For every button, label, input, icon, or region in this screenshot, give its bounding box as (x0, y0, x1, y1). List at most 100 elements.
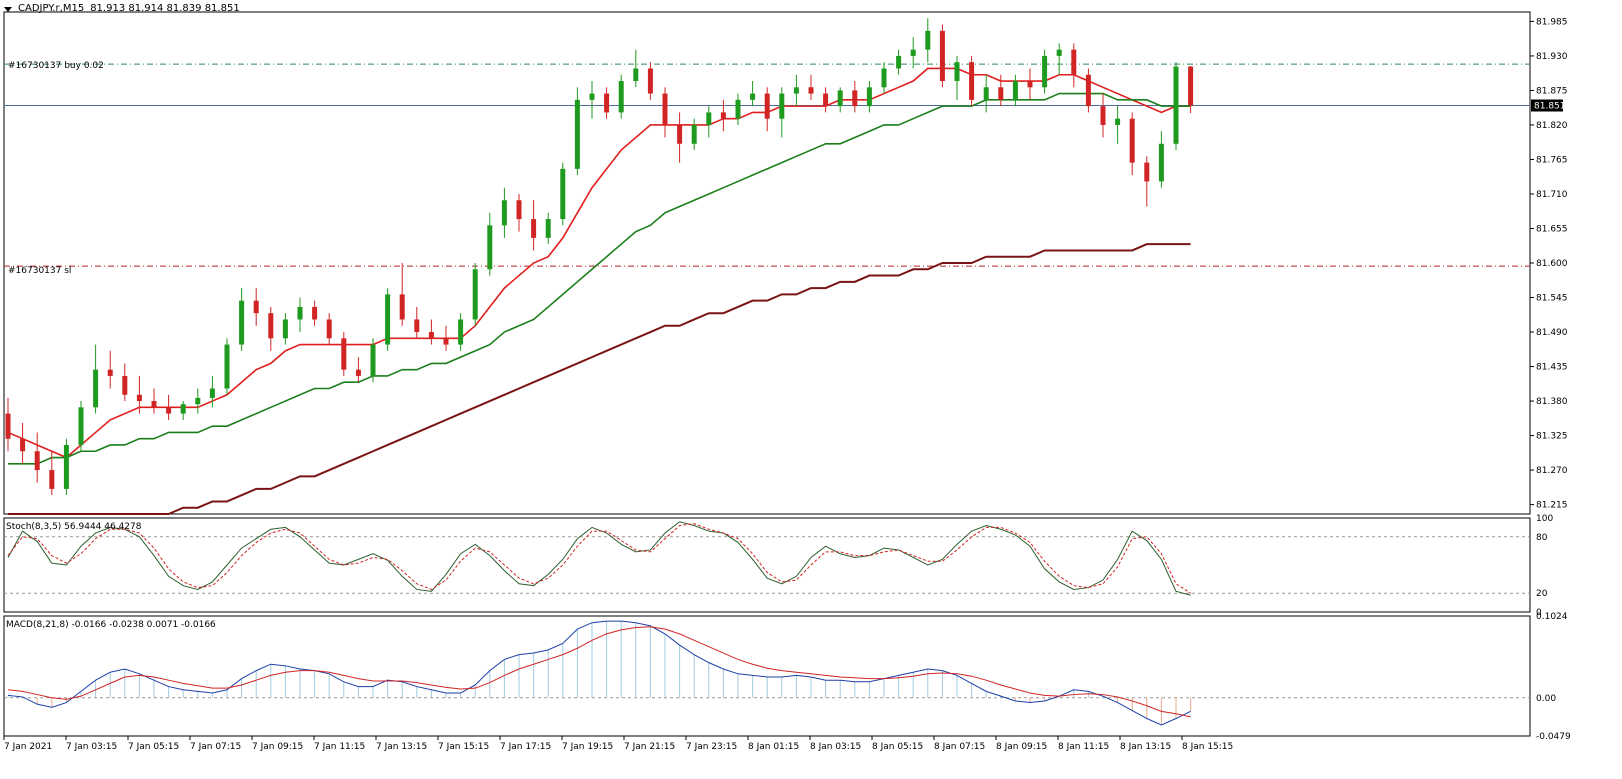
price-tick-label: 81.380 (1536, 397, 1568, 407)
candle (5, 397, 11, 452)
candle-body (443, 338, 449, 345)
candle (428, 319, 434, 345)
candle (282, 313, 288, 345)
ma-fast-line (7, 67, 1191, 459)
candle (969, 55, 975, 107)
candle (1056, 43, 1062, 75)
price-tick-label: 81.325 (1536, 432, 1568, 442)
candle-body (954, 62, 960, 82)
candle (355, 357, 361, 383)
symbol-label: CADJPY.r,M15 (18, 3, 85, 14)
candle-body (136, 394, 142, 402)
candle (107, 350, 113, 389)
candle (808, 74, 814, 100)
candle-body (560, 168, 566, 220)
candle-body (823, 93, 829, 107)
candle-body (604, 93, 610, 113)
candle (881, 62, 887, 94)
candle (399, 263, 405, 326)
candle (1085, 68, 1091, 113)
candle (896, 49, 902, 75)
candle (180, 401, 186, 420)
candle-body (574, 99, 580, 169)
candle (589, 81, 595, 119)
candle (122, 363, 128, 402)
candle-body (1144, 162, 1150, 182)
candle-body (78, 407, 84, 445)
candle-body (1042, 55, 1048, 88)
time-label: 8 Jan 03:15 (810, 742, 861, 752)
candle-body (1056, 49, 1062, 56)
price-tick-label: 81.545 (1536, 294, 1568, 304)
time-label: 7 Jan 15:15 (438, 742, 489, 752)
candle (1100, 93, 1106, 138)
time-label: 7 Jan 07:15 (190, 742, 241, 752)
candle (706, 106, 712, 138)
candle-body (720, 112, 726, 119)
candle-body (545, 219, 551, 238)
price-tick-label: 81.490 (1536, 328, 1568, 338)
candle (414, 306, 420, 339)
candle-body (341, 338, 347, 370)
candle-body (49, 470, 55, 489)
candle (1042, 49, 1048, 94)
candle (166, 394, 172, 420)
ma-slow-line (8, 243, 1191, 515)
candle (735, 93, 741, 125)
macd-tick-label: 0.00 (1536, 694, 1556, 704)
time-label: 8 Jan 07:15 (934, 742, 985, 752)
candle-body (1027, 81, 1033, 88)
time-label: 7 Jan 17:15 (500, 742, 551, 752)
candle (560, 162, 566, 226)
candle-body (866, 87, 872, 107)
candle (1173, 62, 1179, 151)
candle-body (1115, 118, 1121, 125)
price-tick-label: 81.930 (1536, 52, 1568, 62)
price-tick-label: 81.765 (1536, 155, 1568, 165)
time-label: 7 Jan 05:15 (128, 742, 179, 752)
candle (691, 118, 697, 151)
candle (224, 338, 230, 395)
candle (837, 87, 843, 113)
candle-body (998, 87, 1004, 100)
macd-signal-line (7, 626, 1191, 718)
candle-body (750, 93, 756, 100)
candle (516, 193, 522, 232)
candle-body (487, 225, 493, 270)
candle-body (1071, 49, 1077, 75)
candle (268, 306, 274, 351)
price-tick-label: 81.985 (1536, 17, 1568, 27)
candle-body (764, 93, 770, 119)
candle-body (983, 87, 989, 100)
candle-body (282, 319, 288, 339)
candle-body (881, 68, 887, 88)
candle-body (63, 444, 69, 489)
stoch-tick-label: 0 (1536, 608, 1542, 618)
time-label: 7 Jan 2021 (4, 742, 52, 752)
candle-body (1188, 66, 1194, 106)
candle-body (633, 68, 639, 82)
candle (341, 332, 347, 376)
candle-body (1129, 118, 1135, 163)
candle-body (355, 369, 361, 376)
candle (1012, 74, 1018, 107)
candle (136, 375, 142, 414)
candle (1071, 43, 1077, 88)
candle (910, 37, 916, 69)
candle (531, 200, 537, 251)
candle (385, 288, 391, 351)
time-label: 7 Jan 23:15 (686, 742, 737, 752)
candle-body (618, 81, 624, 113)
candle (93, 344, 99, 414)
current-price-box (1531, 99, 1563, 112)
stoch-header: Stoch(8,3,5) 56.9444 46.4278 (6, 522, 142, 532)
candle (151, 388, 157, 414)
dropdown-triangle-icon[interactable] (4, 7, 12, 12)
price-tick-label: 81.215 (1536, 501, 1568, 511)
candle-body (793, 87, 799, 94)
candle (677, 112, 683, 163)
candle (20, 423, 26, 464)
candle (1158, 131, 1164, 188)
